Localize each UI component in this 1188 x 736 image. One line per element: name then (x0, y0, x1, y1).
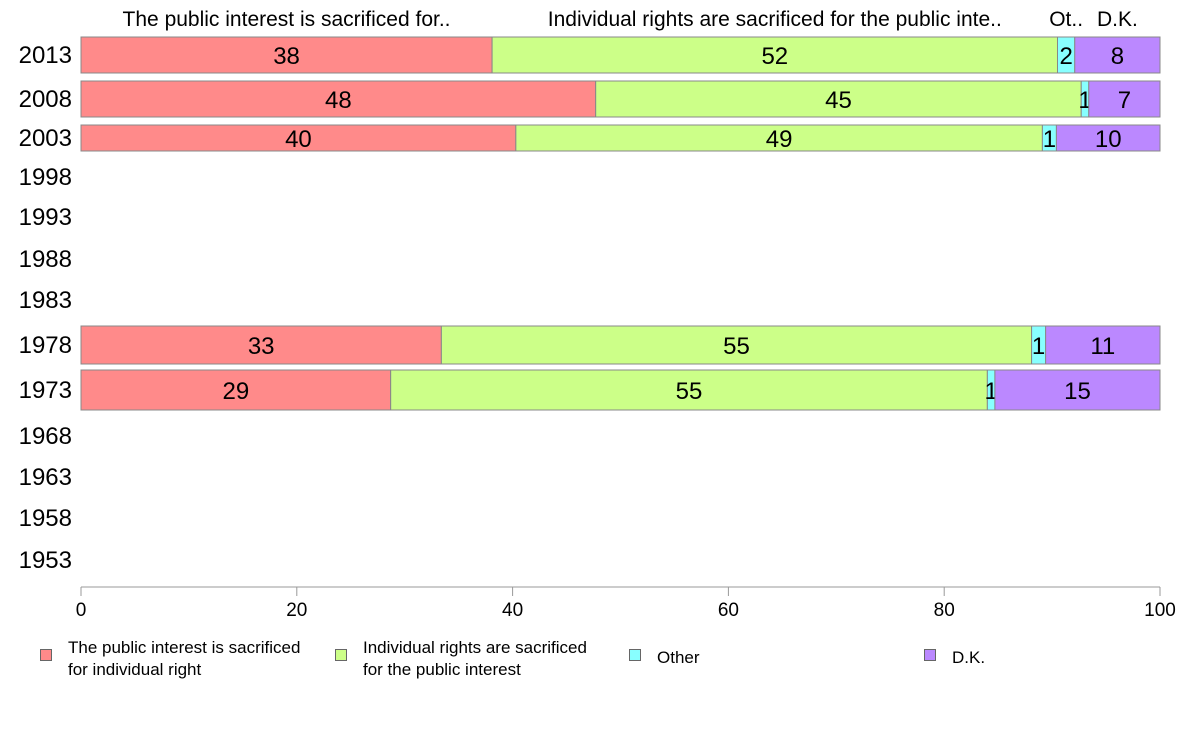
bar-segment (1074, 36, 1161, 74)
series-header: The public interest is sacrificed for.. (123, 8, 451, 31)
data-label: 38 (273, 43, 300, 70)
legend-label: The public interest is sacrificed for in… (68, 638, 301, 679)
y-tick-label: 1958 (19, 505, 72, 532)
bar-segment (80, 369, 392, 411)
legend-swatch (40, 649, 52, 661)
legend-label: Individual rights are sacrificed for the… (363, 638, 587, 679)
data-label: 55 (676, 378, 703, 405)
legend-item-individual-rights: Individual rights are sacrificed for the… (335, 636, 587, 681)
legend-swatch (335, 649, 347, 661)
x-tick-label: 20 (286, 600, 307, 621)
data-label: 48 (325, 87, 352, 114)
data-label: 55 (723, 333, 750, 360)
data-label: 45 (825, 87, 852, 114)
data-label: 33 (248, 333, 275, 360)
stacked-bar-chart: The public interest is sacrificed for.. I… (19, 8, 1176, 621)
y-tick-label: 1983 (19, 287, 72, 314)
y-tick-label: 2003 (19, 125, 72, 152)
legend-label: D.K. (952, 648, 986, 667)
legend-swatch (924, 649, 936, 661)
y-tick-label: 1988 (19, 246, 72, 273)
x-tick-label: 100 (1144, 600, 1176, 621)
bar-segment (390, 369, 988, 411)
data-label: 40 (285, 126, 312, 153)
legend-label: Other (657, 648, 700, 667)
data-label: 2 (1059, 43, 1072, 70)
bar-segment (491, 36, 1058, 74)
bar-segment (80, 36, 493, 74)
x-tick-label: 60 (718, 600, 739, 621)
legend-item-public-interest: The public interest is sacrificed for in… (40, 636, 300, 681)
bar-segment (994, 369, 1161, 411)
x-axis: 0 20 40 60 80 100 (76, 586, 1176, 621)
series-header: D.K. (1097, 8, 1138, 31)
y-tick-label: 1993 (19, 204, 72, 231)
data-label: 8 (1111, 43, 1124, 70)
data-label: 29 (222, 378, 249, 405)
data-label: 1 (1032, 333, 1045, 360)
series-header: Individual rights are sacrificed for the… (548, 8, 1002, 31)
x-tick-label: 80 (934, 600, 955, 621)
bar-segment (1055, 124, 1161, 152)
data-label: 52 (761, 43, 788, 70)
y-tick-label: 2008 (19, 86, 72, 113)
data-label: 15 (1064, 378, 1091, 405)
data-label: 1 (1043, 126, 1056, 153)
bar-segment (80, 80, 597, 118)
data-label: 10 (1095, 126, 1122, 153)
y-tick-label: 2013 (19, 42, 72, 69)
bar-segment (595, 80, 1082, 118)
y-tick-label: 1998 (19, 164, 72, 191)
y-tick-label: 1953 (19, 547, 72, 574)
x-tick-label: 0 (76, 600, 87, 621)
data-label: 49 (766, 126, 793, 153)
data-label: 11 (1090, 333, 1115, 360)
y-tick-label: 1963 (19, 464, 72, 491)
y-axis-labels: 2013 2008 2003 1998 1993 1988 1983 1978 1973 1968… (19, 42, 72, 574)
bar-segment (1045, 325, 1161, 365)
series-header: Ot.. (1049, 8, 1083, 31)
x-tick-label: 40 (502, 600, 523, 621)
bar-segment (80, 325, 442, 365)
bar-segment (80, 124, 517, 152)
data-label: 7 (1118, 87, 1131, 114)
bar-segment (1088, 80, 1161, 118)
y-tick-label: 1973 (19, 377, 72, 404)
legend-swatch (629, 649, 641, 661)
y-tick-label: 1978 (19, 332, 72, 359)
legend-item-other: Other (629, 636, 700, 669)
legend: The public interest is sacrificed for in… (0, 636, 1188, 686)
legend-item-dk: D.K. (924, 636, 985, 669)
series-headers: The public interest is sacrificed for.. I… (123, 8, 1138, 31)
bar-segment (515, 124, 1043, 152)
y-tick-label: 1968 (19, 423, 72, 450)
